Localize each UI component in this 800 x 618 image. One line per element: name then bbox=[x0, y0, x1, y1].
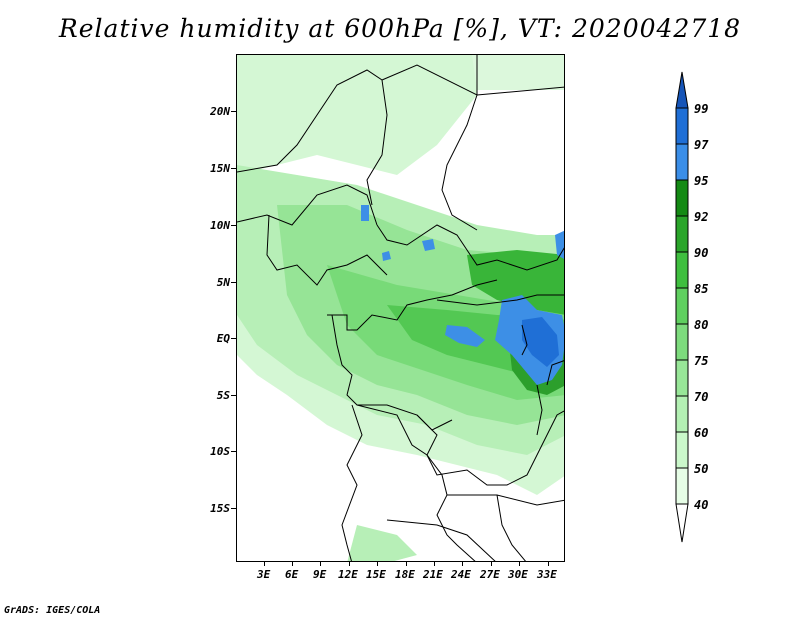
colorbar-seg-80-85 bbox=[675, 287, 689, 325]
chart-title: Relative humidity at 600hPa [%], VT: 202… bbox=[58, 14, 742, 43]
colorbar-seg-95-97 bbox=[675, 143, 689, 181]
lon-tick bbox=[292, 562, 293, 566]
lon-label-9e: 9E bbox=[313, 568, 327, 581]
lon-label-18e: 18E bbox=[395, 568, 415, 581]
rh-95-plus-central bbox=[445, 325, 485, 347]
colorbar-bottom-arrow bbox=[675, 503, 689, 543]
colorbar-seg-75-80 bbox=[675, 323, 689, 361]
lat-tick bbox=[231, 451, 236, 452]
lon-tick bbox=[548, 562, 549, 566]
lon-tick bbox=[264, 562, 265, 566]
lat-tick bbox=[231, 168, 236, 169]
lat-tick bbox=[231, 338, 236, 339]
colorbar-label-60: 60 bbox=[694, 426, 709, 440]
lat-label-15s: 15S bbox=[210, 502, 230, 515]
humidity-field bbox=[237, 55, 564, 561]
colorbar-label-40: 40 bbox=[694, 498, 709, 512]
colorbar-seg-92-95 bbox=[675, 179, 689, 217]
rh-north-east-patch bbox=[472, 55, 564, 90]
colorbar-label-95: 95 bbox=[694, 174, 709, 188]
colorbar-top-arrow bbox=[675, 71, 689, 109]
lat-label-10n: 10N bbox=[210, 219, 230, 232]
rh-south-patch bbox=[347, 525, 417, 561]
lat-label-15n: 15N bbox=[210, 162, 230, 175]
lon-label-12e: 12E bbox=[338, 568, 358, 581]
lon-tick bbox=[406, 562, 407, 566]
colorbar-seg-70-75 bbox=[675, 359, 689, 397]
rh-95-plus-patch bbox=[382, 251, 391, 261]
colorbar-label-97: 97 bbox=[694, 138, 709, 152]
lat-label-20n: 20N bbox=[210, 105, 230, 118]
colorbar-label-50: 50 bbox=[694, 462, 709, 476]
lon-label-3e: 3E bbox=[257, 568, 271, 581]
colorbar-label-70: 70 bbox=[694, 390, 709, 404]
colorbar-label-75: 75 bbox=[694, 354, 709, 368]
lon-label-27e: 27E bbox=[480, 568, 500, 581]
lat-tick bbox=[231, 395, 236, 396]
lon-label-6e: 6E bbox=[285, 568, 299, 581]
colorbar-label-80: 80 bbox=[694, 318, 709, 332]
lat-label-10s: 10S bbox=[210, 445, 230, 458]
colorbar-seg-60-70 bbox=[675, 395, 689, 433]
lon-tick bbox=[377, 562, 378, 566]
colorbar-label-85: 85 bbox=[694, 282, 709, 296]
lon-tick bbox=[320, 562, 321, 566]
colorbar-seg-97-99 bbox=[675, 107, 689, 145]
colorbar-label-92: 92 bbox=[694, 210, 709, 224]
lon-label-24e: 24E bbox=[451, 568, 471, 581]
lat-label-5s: 5S bbox=[216, 389, 230, 402]
rh-97-plus-east bbox=[522, 317, 559, 367]
lon-tick bbox=[519, 562, 520, 566]
rh-95-plus-west bbox=[422, 239, 435, 251]
colorbar-seg-90-92 bbox=[675, 215, 689, 253]
lat-tick bbox=[231, 282, 236, 283]
lon-label-33e: 33E bbox=[537, 568, 557, 581]
lat-tick bbox=[231, 508, 236, 509]
colorbar-label-99: 99 bbox=[694, 102, 709, 116]
country-borders bbox=[237, 55, 564, 561]
colorbar-seg-40-50 bbox=[675, 467, 689, 505]
lat-label-5n: 5N bbox=[216, 276, 230, 289]
lon-tick bbox=[434, 562, 435, 566]
lon-label-21e: 21E bbox=[423, 568, 443, 581]
colorbar-label-90: 90 bbox=[694, 246, 709, 260]
lon-label-15e: 15E bbox=[366, 568, 386, 581]
grads-credit: GrADS: IGES/COLA bbox=[4, 605, 101, 616]
lat-tick bbox=[231, 225, 236, 226]
colorbar bbox=[675, 71, 689, 543]
lon-tick bbox=[349, 562, 350, 566]
colorbar-seg-85-90 bbox=[675, 251, 689, 289]
lon-tick bbox=[491, 562, 492, 566]
lon-label-30e: 30E bbox=[508, 568, 528, 581]
map-panel bbox=[236, 54, 565, 562]
lon-tick bbox=[462, 562, 463, 566]
rh-95-plus-far-west bbox=[361, 205, 369, 221]
lat-label-eq: EQ bbox=[216, 332, 230, 345]
colorbar-seg-50-60 bbox=[675, 431, 689, 469]
lat-tick bbox=[231, 111, 236, 112]
